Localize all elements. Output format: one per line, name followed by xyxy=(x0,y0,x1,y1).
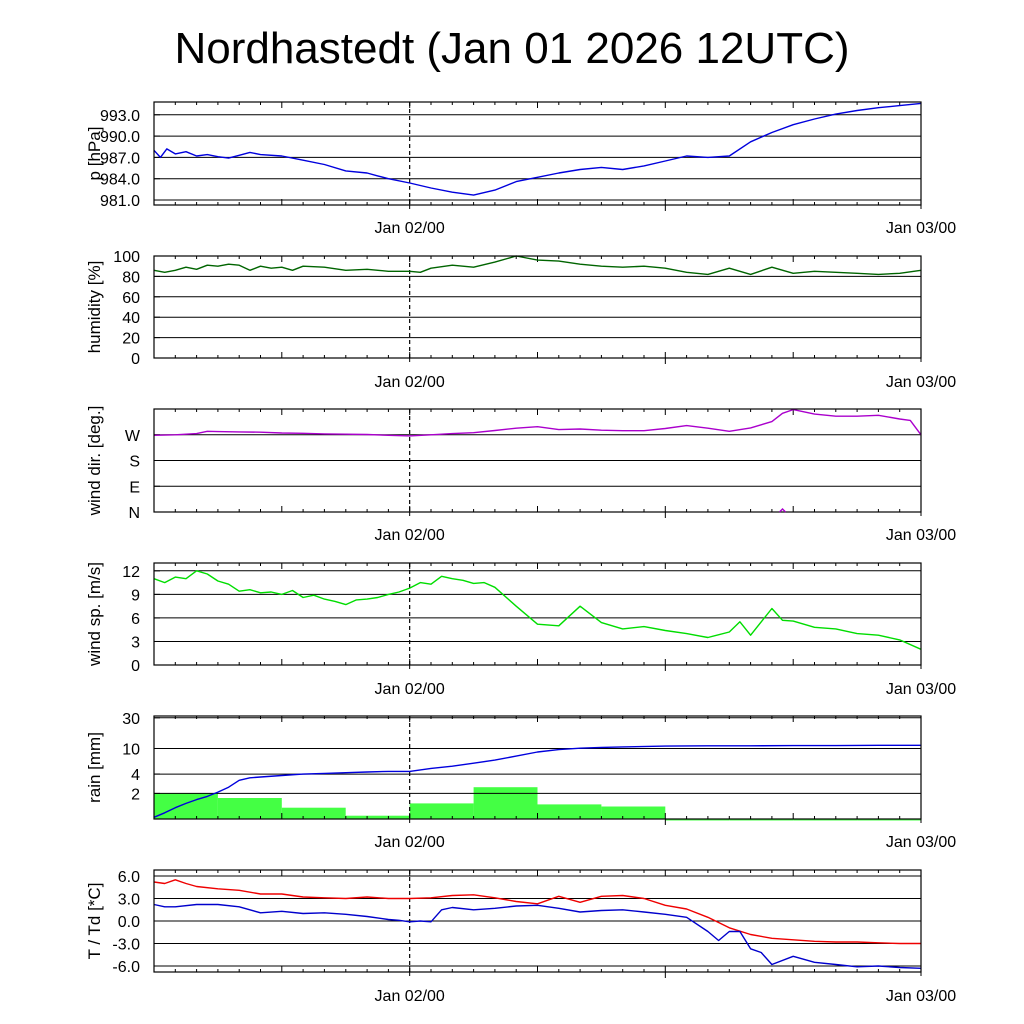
y-tick-label: 0 xyxy=(131,658,140,675)
x-tick-label: Jan 02/00 xyxy=(375,220,445,237)
x-tick-label: Jan 02/00 xyxy=(375,834,445,851)
wind_speed-line xyxy=(153,570,922,650)
x-tick-label: Jan 02/00 xyxy=(375,988,445,1005)
rain-bar xyxy=(345,815,410,819)
chart-title: Nordhastedt (Jan 01 2026 12UTC) xyxy=(174,24,850,73)
y-axis-label: p [hPa] xyxy=(85,127,104,181)
y-tick-label: 987.0 xyxy=(100,150,140,167)
x-tick-label: Jan 03/00 xyxy=(886,220,956,237)
y-tick-label: 984.0 xyxy=(100,172,140,189)
x-tick-label: Jan 03/00 xyxy=(886,681,956,698)
plot-frame xyxy=(153,562,922,666)
plot-frame xyxy=(153,408,922,513)
y-tick-label: 2 xyxy=(131,786,140,803)
rain-bar xyxy=(409,803,474,819)
y-tick-label: E xyxy=(129,479,140,496)
rain-bar xyxy=(857,819,921,821)
y-tick-label: 9 xyxy=(131,587,140,604)
y-tick-label: 30 xyxy=(122,711,140,728)
wind-dir-line xyxy=(779,508,787,513)
y-tick-label: W xyxy=(125,428,141,445)
y-tick-label: 40 xyxy=(122,310,140,327)
x-tick-label: Jan 02/00 xyxy=(375,681,445,698)
rain-bar xyxy=(154,793,218,819)
y-tick-label: 4 xyxy=(131,767,140,784)
y-tick-label: 6 xyxy=(131,611,140,628)
rain-bar xyxy=(665,819,730,821)
y-tick-label: 20 xyxy=(122,331,140,348)
y-tick-label: S xyxy=(129,454,140,471)
humidity-panel: 0 20 40 60 80 100 Jan 02/00 Jan 03/00 humidity [… xyxy=(85,249,956,391)
wind_dir-line xyxy=(153,408,922,437)
pressure-line xyxy=(153,102,922,196)
rain-bar xyxy=(793,819,858,821)
temperature-line-t xyxy=(153,879,921,945)
temperature-line-td xyxy=(153,903,922,969)
plot-frame xyxy=(153,255,922,359)
rain-bar xyxy=(217,798,282,819)
rain-bar xyxy=(281,807,346,819)
plot-frame xyxy=(153,869,922,973)
y-tick-label: 100 xyxy=(113,249,140,266)
x-tick-label: Jan 02/00 xyxy=(375,527,445,544)
y-tick-label: 80 xyxy=(122,269,140,286)
y-axis-label: wind dir. [deg.] xyxy=(85,406,104,517)
y-tick-label: 0.0 xyxy=(118,914,140,931)
humidity-line xyxy=(153,255,922,276)
x-tick-label: Jan 03/00 xyxy=(886,374,956,391)
wind_speed-panel: 0 3 6 9 12 Jan 02/00 Jan 03/00 wind sp. [m/s] xyxy=(85,562,956,698)
y-tick-label: 12 xyxy=(122,564,140,581)
y-tick-label: 0 xyxy=(131,351,140,368)
y-tick-label: -3.0 xyxy=(112,937,140,954)
y-tick-label: 60 xyxy=(122,290,140,307)
rain-bar xyxy=(729,819,794,821)
y-axis-label: T / Td [*C] xyxy=(85,883,104,960)
x-tick-label: Jan 03/00 xyxy=(886,527,956,544)
y-axis-label: rain [mm] xyxy=(85,732,104,803)
rain-bar xyxy=(473,787,538,819)
y-tick-label: 6.0 xyxy=(118,869,140,886)
rain-line-cumulative xyxy=(153,744,921,818)
pressure-panel: 981.0 984.0 987.0 990.0 993.0 Jan 02/00 Jan 03… xyxy=(85,101,956,237)
temperature-panel: -6.0 -3.0 0.0 3.0 6.0 Jan 02/00 Jan 03/00 T / T… xyxy=(85,869,956,1005)
x-tick-label: Jan 02/00 xyxy=(375,374,445,391)
y-tick-label: 3.0 xyxy=(118,892,140,909)
rain-bar xyxy=(601,806,666,819)
y-axis-label: humidity [%] xyxy=(85,261,104,354)
rain-bar xyxy=(537,804,602,819)
y-tick-label: -6.0 xyxy=(112,959,140,976)
y-tick-label: 3 xyxy=(131,635,140,652)
x-tick-label: Jan 03/00 xyxy=(886,834,956,851)
y-tick-label: 990.0 xyxy=(100,129,140,146)
y-tick-label: 993.0 xyxy=(100,108,140,125)
plot-frame xyxy=(153,101,922,206)
y-axis-label: wind sp. [m/s] xyxy=(85,562,104,667)
y-tick-label: 10 xyxy=(122,742,140,759)
y-tick-label: 981.0 xyxy=(100,193,140,210)
y-tick-label: N xyxy=(128,505,140,522)
x-tick-label: Jan 03/00 xyxy=(886,988,956,1005)
rain-panel: 2 4 10 30 Jan 02/00 Jan 03/00 rain [mm] xyxy=(85,711,956,851)
plot-frame xyxy=(153,715,922,820)
